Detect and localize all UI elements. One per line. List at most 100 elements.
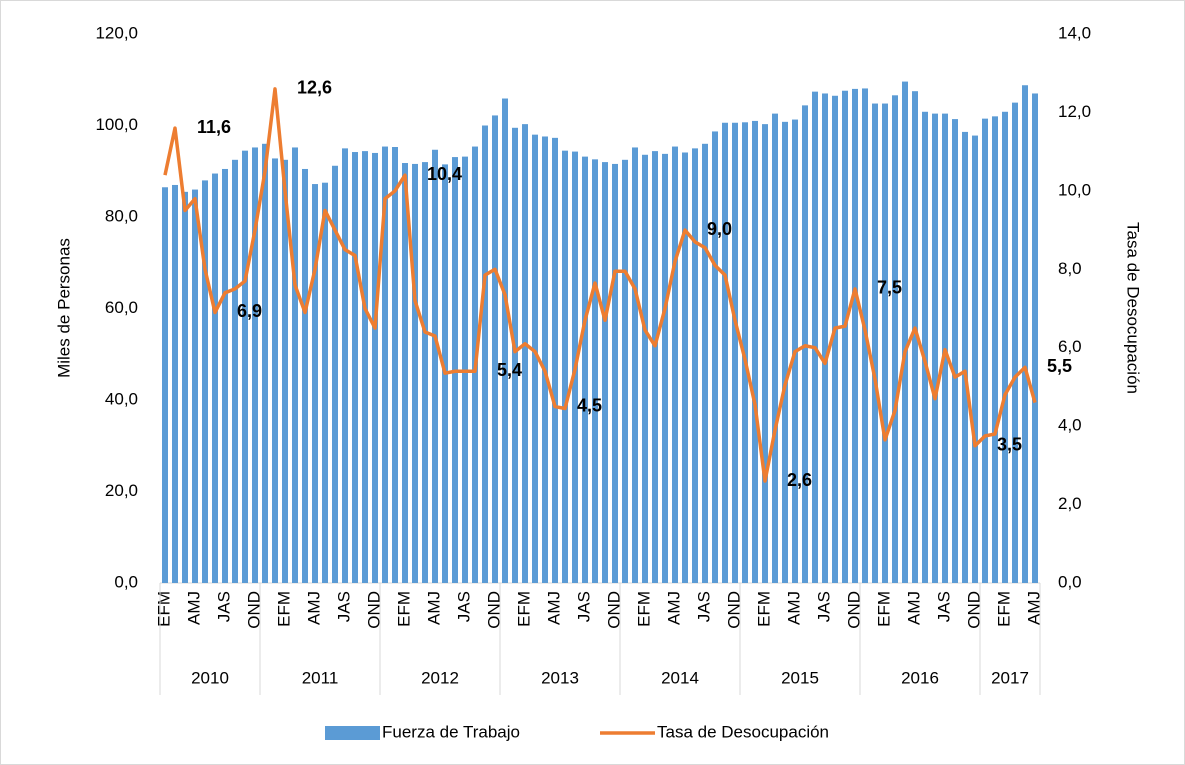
x-tick-label: AMJ [784, 591, 803, 625]
bar [1022, 85, 1028, 584]
year-label: 2013 [541, 668, 579, 687]
bar [982, 118, 988, 583]
bar [972, 135, 978, 583]
y2-tick-label: 8,0 [1058, 259, 1082, 278]
y2-tick-label: 2,0 [1058, 494, 1082, 513]
bar [552, 137, 558, 584]
year-label: 2016 [901, 668, 939, 687]
y2-tick-label: 0,0 [1058, 572, 1082, 591]
x-tick-label: EFM [274, 591, 293, 627]
year-label: 2015 [781, 668, 819, 687]
x-tick-label: EFM [994, 591, 1013, 627]
bar [292, 147, 298, 583]
data-label: 6,9 [237, 301, 262, 321]
data-label: 2,6 [787, 470, 812, 490]
y-tick-label: 40,0 [105, 389, 138, 408]
data-label: 5,5 [1047, 356, 1072, 376]
bar [812, 91, 818, 584]
bar [1002, 111, 1008, 584]
bar [1032, 93, 1038, 583]
bar [692, 148, 698, 583]
bar [612, 163, 618, 583]
bar [682, 152, 688, 583]
bar [542, 136, 548, 584]
x-tick-label: EFM [874, 591, 893, 627]
year-label: 2017 [991, 668, 1029, 687]
y-axis-title: Miles de Personas [54, 238, 73, 378]
bar [732, 122, 738, 583]
bar [222, 168, 228, 583]
x-tick-label: EFM [754, 591, 773, 627]
y2-tick-label: 6,0 [1058, 337, 1082, 356]
x-tick-label: AMJ [544, 591, 563, 625]
x-tick-label: OND [964, 591, 983, 629]
x-tick-label: AMJ [1024, 591, 1043, 625]
y2-tick-label: 4,0 [1058, 416, 1082, 435]
bar [702, 143, 708, 584]
bar [172, 184, 178, 583]
bar [512, 127, 518, 583]
bar [192, 189, 198, 584]
x-tick-label: AMJ [904, 591, 923, 625]
data-label: 9,0 [707, 219, 732, 239]
bar [652, 151, 658, 583]
bar [902, 81, 908, 583]
x-tick-label: EFM [154, 591, 173, 627]
bar [492, 115, 498, 583]
data-label: 4,5 [577, 395, 602, 415]
bar [342, 148, 348, 583]
year-label: 2014 [661, 668, 699, 687]
bar [352, 152, 358, 583]
x-tick-label: OND [844, 591, 863, 629]
bar [432, 149, 438, 583]
bar [372, 152, 378, 583]
y2-axis-title: Tasa de Desocupación [1124, 222, 1143, 394]
bar [562, 150, 568, 583]
bar [262, 143, 268, 584]
data-label: 11,6 [197, 117, 231, 137]
bar [532, 134, 538, 583]
x-tick-label: JAS [934, 591, 953, 622]
bar [782, 121, 788, 583]
x-tick-label: AMJ [184, 591, 203, 625]
bar [632, 147, 638, 583]
y-tick-label: 100,0 [95, 115, 138, 134]
bar [672, 146, 678, 584]
bar [252, 147, 258, 583]
bar [642, 154, 648, 583]
bar [882, 103, 888, 583]
bar [392, 147, 398, 583]
bar [412, 163, 418, 583]
bar [822, 93, 828, 583]
legend-label: Tasa de Desocupación [657, 722, 829, 741]
x-tick-label: AMJ [424, 591, 443, 625]
data-label: 5,4 [497, 360, 522, 380]
bar [402, 163, 408, 583]
bar [182, 191, 188, 583]
bar [332, 165, 338, 583]
bar [932, 113, 938, 583]
bar [952, 119, 958, 583]
data-label: 3,5 [997, 435, 1022, 455]
bar [582, 156, 588, 584]
bar [232, 159, 238, 583]
y-tick-label: 120,0 [95, 23, 138, 42]
bar [522, 124, 528, 583]
bar [362, 151, 368, 583]
bar [662, 153, 668, 584]
bar [482, 125, 488, 583]
x-tick-label: AMJ [664, 591, 683, 625]
x-tick-label: AMJ [304, 591, 323, 625]
year-label: 2012 [421, 668, 459, 687]
bar [622, 159, 628, 583]
bar [772, 113, 778, 583]
y-tick-label: 20,0 [105, 481, 138, 500]
x-tick-label: JAS [814, 591, 833, 622]
line [163, 87, 1037, 483]
x-tick-label: JAS [574, 591, 593, 622]
bar [502, 98, 508, 583]
x-tick-label: EFM [514, 591, 533, 627]
bar [712, 131, 718, 583]
data-label: 7,5 [877, 278, 902, 298]
bar [282, 159, 288, 583]
